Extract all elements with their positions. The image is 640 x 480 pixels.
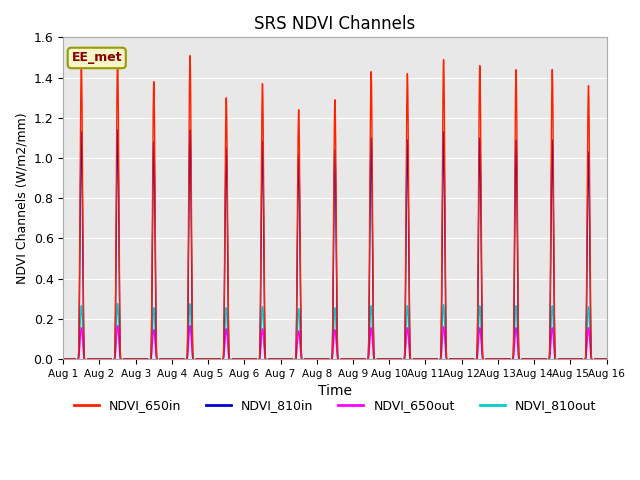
NDVI_810in xyxy=(176,356,184,362)
NDVI_810out xyxy=(410,356,418,362)
NDVI_650in xyxy=(176,356,184,362)
NDVI_810out xyxy=(601,356,609,362)
X-axis label: Time: Time xyxy=(318,384,352,398)
NDVI_650in xyxy=(603,356,611,362)
NDVI_810in xyxy=(601,356,609,362)
NDVI_810out xyxy=(60,356,67,362)
Line: NDVI_650in: NDVI_650in xyxy=(63,56,607,359)
NDVI_650out xyxy=(487,356,495,362)
Text: EE_met: EE_met xyxy=(72,51,122,64)
NDVI_810out xyxy=(487,356,495,362)
NDVI_650in xyxy=(601,356,609,362)
NDVI_810in xyxy=(487,356,495,362)
NDVI_810in xyxy=(170,356,178,362)
NDVI_650out xyxy=(176,356,184,362)
NDVI_650out xyxy=(603,356,611,362)
NDVI_650out xyxy=(60,356,67,362)
NDVI_810out xyxy=(603,356,611,362)
NDVI_650out xyxy=(170,356,178,362)
NDVI_650in xyxy=(170,356,178,362)
NDVI_650out xyxy=(410,356,418,362)
Line: NDVI_650out: NDVI_650out xyxy=(63,326,607,359)
NDVI_810out xyxy=(170,356,178,362)
NDVI_650in xyxy=(487,356,495,362)
Line: NDVI_810out: NDVI_810out xyxy=(63,304,607,359)
NDVI_650in xyxy=(60,356,67,362)
NDVI_650in xyxy=(410,356,418,362)
NDVI_810out xyxy=(176,356,184,362)
Y-axis label: NDVI Channels (W/m2/mm): NDVI Channels (W/m2/mm) xyxy=(15,112,28,284)
NDVI_810in xyxy=(603,356,611,362)
Title: SRS NDVI Channels: SRS NDVI Channels xyxy=(254,15,415,33)
Legend: NDVI_650in, NDVI_810in, NDVI_650out, NDVI_810out: NDVI_650in, NDVI_810in, NDVI_650out, NDV… xyxy=(68,394,601,417)
NDVI_810in xyxy=(410,356,418,362)
Line: NDVI_810in: NDVI_810in xyxy=(63,130,607,359)
NDVI_810in xyxy=(60,356,67,362)
NDVI_650out xyxy=(601,356,609,362)
